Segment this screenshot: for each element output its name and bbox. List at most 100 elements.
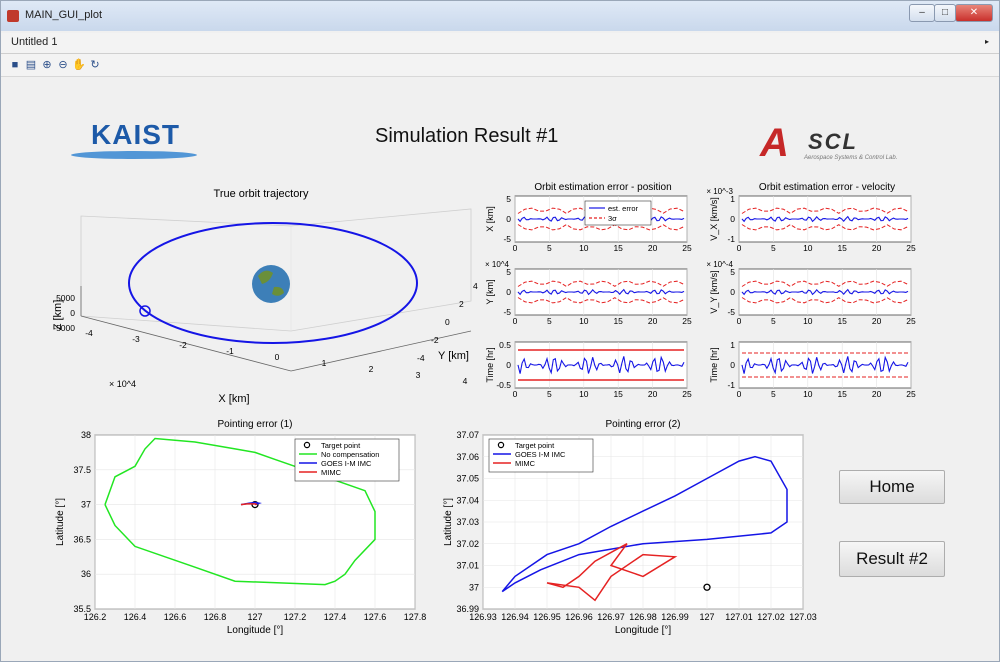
orbit-axis-labels: Z [km] X [km] Y [km] × 10^4: [52, 300, 469, 405]
x-tick-label: 126.4: [124, 612, 147, 622]
x-tick-label: 126.6: [164, 612, 187, 622]
pointing-error-1-plot[interactable]: Pointing error (1) 126.2 126.4 126.6 126.8 12…: [43, 413, 433, 645]
y-tick-label: -1: [727, 234, 735, 244]
y-tick-label: 37.04: [456, 495, 479, 505]
minimize-button[interactable]: –: [909, 4, 935, 22]
x-tick-label: 20: [648, 316, 658, 326]
pointing-error-2-plot[interactable]: Pointing error (2) 126.93 126.94 126.95 126.…: [431, 413, 821, 645]
x-tick-label: 25: [682, 316, 692, 326]
x-tick-label: 127: [699, 612, 714, 622]
y-tick-label: 1: [730, 194, 735, 204]
z-tick-label: 0: [70, 308, 75, 318]
y-tick-label: 5: [506, 194, 511, 204]
figure-tab-title[interactable]: Untitled 1: [11, 36, 58, 48]
y-tick-label: 2: [459, 299, 464, 309]
velocity-error-plots[interactable]: Orbit estimation error - velocity 0 5 10 15…: [701, 179, 926, 403]
x-tick-label: 126.95: [533, 612, 561, 622]
x-tick-label: -4: [85, 328, 93, 338]
y-tick-label: -5: [503, 307, 511, 317]
x-tick-label: 4: [463, 376, 468, 386]
x-tick-label: -1: [226, 346, 234, 356]
x-tick-label: 0: [513, 389, 518, 399]
y-tick-label: -1: [727, 380, 735, 390]
y-tick-label: 36: [81, 569, 91, 579]
legend-label: Target point: [515, 441, 555, 450]
x-tick-label: 25: [682, 243, 692, 253]
x-axis-label: Longitude [°]: [615, 625, 671, 636]
y-tick-label: 0: [506, 214, 511, 224]
satellite-marker: [139, 305, 151, 317]
x-tick-label: 2: [369, 364, 374, 374]
y-tick-label: 4: [473, 281, 478, 291]
x-tick-label: 20: [872, 389, 882, 399]
position-error-plots[interactable]: Orbit estimation error - position 0 5 10 15…: [477, 179, 702, 403]
save-icon[interactable]: ■: [11, 59, 19, 71]
x-tick-label: 126.94: [501, 612, 529, 622]
x-tick-label: 126.98: [629, 612, 657, 622]
x-tick-label: 5: [547, 316, 552, 326]
zoom-out-icon[interactable]: ⊖: [58, 59, 68, 71]
x-tick-label: 127.01: [725, 612, 753, 622]
y-tick-label: 37.07: [456, 430, 479, 440]
legend-label: Target point: [321, 441, 361, 450]
y-tick-label: 37.06: [456, 452, 479, 462]
x-tick-label: 127: [247, 612, 262, 622]
legend-label: No compensation: [321, 450, 379, 459]
zoom-in-icon[interactable]: ⊕: [42, 59, 52, 71]
pan-icon[interactable]: ✋: [72, 59, 86, 71]
est-error-line: [517, 288, 685, 296]
x-tick-label: 127.4: [324, 612, 347, 622]
series-line: [240, 503, 258, 506]
result-2-button[interactable]: Result #2: [839, 541, 945, 577]
y-tick-label: 37.01: [456, 561, 479, 571]
earth-image: [252, 265, 290, 303]
y-axis-label: X [km]: [485, 206, 495, 232]
y-axis-label: Y [km]: [485, 279, 495, 304]
est-error-line: [517, 355, 685, 375]
y-tick-label: -4: [417, 353, 425, 363]
y-tick-label: -2: [431, 335, 439, 345]
x-tick-label: 0: [513, 243, 518, 253]
x-tick-label: 10: [803, 389, 813, 399]
x-tick-label: 5: [771, 243, 776, 253]
x-tick-label: 126.8: [204, 612, 227, 622]
x-tick-label: -3: [132, 334, 140, 344]
title-bar: MAIN_GUI_plot – □ ✕: [1, 1, 999, 31]
menu-arrow-icon[interactable]: ▸: [984, 37, 989, 46]
home-button[interactable]: Home: [839, 470, 945, 504]
y-tick-label: 37: [81, 500, 91, 510]
rotate-icon[interactable]: ↻: [90, 59, 100, 71]
y-axis-label: Time [hr]: [485, 347, 495, 382]
orbit-3d-plot[interactable]: True orbit trajectory Z [km] X [km] Y [k…: [41, 181, 481, 411]
y-tick-label: 38: [81, 430, 91, 440]
x-tick-label: 0: [513, 316, 518, 326]
pointing-title: Pointing error (2): [605, 419, 680, 430]
est-error-line: [741, 215, 909, 223]
y-tick-label: 0.5: [499, 340, 511, 350]
x-tick-label: 5: [547, 389, 552, 399]
close-button[interactable]: ✕: [955, 4, 993, 22]
maximize-button[interactable]: □: [934, 4, 956, 22]
x-tick-label: 5: [771, 316, 776, 326]
x-tick-label: 127.02: [757, 612, 785, 622]
orbit-ellipse: [128, 222, 418, 344]
x-tick-label: 20: [648, 389, 658, 399]
x-tick-label: 15: [837, 243, 847, 253]
y-axis-label: Time [hr]: [709, 347, 719, 382]
print-icon[interactable]: ▤: [25, 59, 37, 71]
z-axis-label: Z [km]: [52, 300, 64, 331]
x-tick-label: 5: [547, 243, 552, 253]
y-tick-label: 37.5: [73, 465, 91, 475]
x-tick-label: 15: [613, 316, 623, 326]
page-title: Simulation Result #1: [375, 125, 559, 147]
y-tick-label: 37.02: [456, 539, 479, 549]
x-tick-label: 15: [613, 243, 623, 253]
x-tick-label: 15: [837, 316, 847, 326]
x-tick-label: 126.96: [565, 612, 593, 622]
